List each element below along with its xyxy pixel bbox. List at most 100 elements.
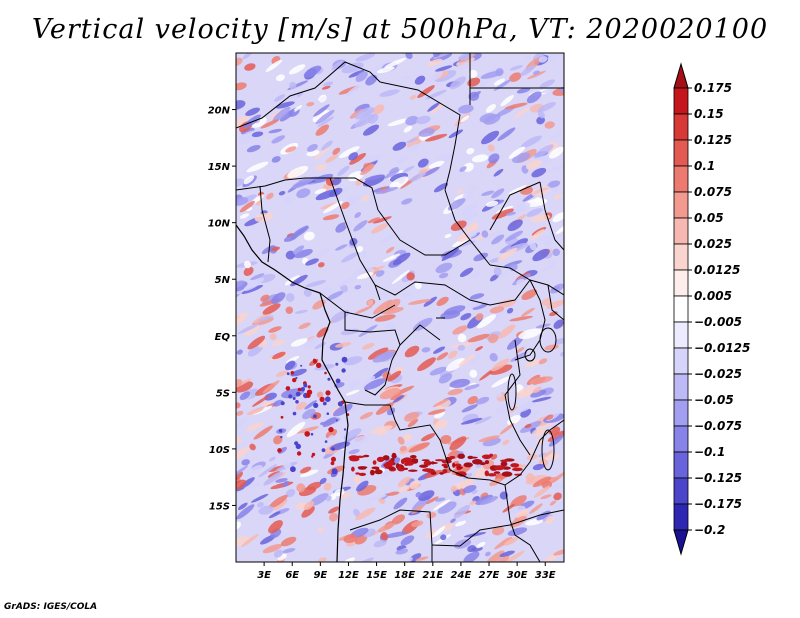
- field-patch: [475, 467, 488, 478]
- field-patch: [243, 175, 255, 185]
- updraft-cell: [500, 459, 509, 463]
- field-patch: [550, 482, 564, 489]
- field-patch: [471, 154, 489, 163]
- field-patch: [434, 65, 453, 72]
- field-patch: [533, 485, 551, 498]
- field-patch: [460, 203, 478, 216]
- field-patch: [417, 85, 435, 99]
- field-patch: [269, 494, 288, 509]
- field-patch: [497, 127, 516, 141]
- field-patch: [467, 333, 490, 343]
- field-patch: [434, 410, 445, 419]
- colorbar-segment: [673, 425, 689, 453]
- field-patch: [285, 250, 296, 260]
- field-patch: [504, 537, 519, 546]
- field-patch: [307, 481, 322, 491]
- field-patch: [356, 480, 369, 492]
- colorbar-segment: [673, 347, 689, 375]
- field-patch: [481, 190, 495, 196]
- field-patch: [531, 185, 551, 197]
- updraft-cell: [428, 461, 438, 465]
- field-patch: [469, 369, 478, 378]
- field-patch: [322, 214, 340, 221]
- field-patch: [460, 313, 472, 321]
- field-patch: [282, 196, 292, 204]
- field-patch: [244, 63, 256, 71]
- field-patch: [452, 325, 468, 335]
- field-patch: [373, 539, 387, 548]
- field-patch: [505, 211, 517, 216]
- lon-tick-label: 33E: [535, 570, 556, 581]
- field-patch: [410, 171, 427, 182]
- field-patch: [298, 322, 311, 330]
- field-patch: [545, 515, 555, 524]
- field-patch: [509, 65, 523, 71]
- field-patch: [468, 353, 481, 364]
- field-patch: [354, 114, 375, 128]
- field-patch: [508, 146, 526, 159]
- field-patch: [236, 82, 247, 91]
- field-patch: [460, 115, 470, 123]
- field-patch: [462, 484, 477, 494]
- field-patch: [253, 425, 273, 440]
- updraft-cell: [512, 467, 523, 472]
- field-patch: [257, 315, 274, 322]
- field-patch: [400, 75, 412, 80]
- field-patch: [408, 442, 430, 453]
- field-patch: [500, 95, 514, 107]
- field-patch: [516, 278, 525, 285]
- field-patch: [550, 283, 564, 294]
- field-patch: [485, 104, 496, 113]
- field-patch: [319, 421, 327, 425]
- field-patch: [390, 394, 403, 401]
- field-patch: [353, 475, 361, 484]
- field-patch: [239, 200, 255, 213]
- field-patch: [547, 53, 562, 62]
- field-patch: [471, 271, 481, 279]
- field-patch: [285, 293, 295, 302]
- updraft-cell: [443, 465, 448, 469]
- gravity-wave-cell: [343, 428, 347, 431]
- field-patch: [239, 213, 250, 219]
- field-patch: [487, 144, 495, 152]
- gravity-wave-cell: [288, 394, 293, 399]
- gravity-wave-cell: [325, 396, 331, 403]
- field-patch: [268, 520, 283, 534]
- field-patch: [372, 351, 395, 363]
- field-patch: [462, 210, 479, 222]
- field-patch: [296, 483, 306, 493]
- colorbar-label: 0.15: [694, 107, 724, 121]
- field-patch: [489, 353, 498, 362]
- field-patch: [464, 384, 480, 391]
- field-patch: [359, 411, 374, 420]
- field-patch: [403, 125, 413, 133]
- field-patch: [342, 557, 356, 562]
- field-patch: [236, 100, 246, 110]
- field-patch: [462, 191, 474, 201]
- field-patch: [520, 65, 535, 76]
- field-patch: [236, 410, 244, 416]
- field-patch: [520, 135, 542, 148]
- field-patch: [246, 422, 264, 432]
- field-patch: [426, 58, 443, 67]
- field-patch: [489, 306, 505, 314]
- updraft-cell: [382, 455, 390, 461]
- field-patch: [274, 94, 286, 102]
- gravity-wave-cell: [290, 371, 295, 375]
- lon-tick-label: 3E: [257, 570, 271, 581]
- field-patch: [540, 494, 552, 500]
- field-patch: [432, 534, 452, 546]
- field-patch: [371, 222, 389, 234]
- gravity-wave-cell: [285, 386, 291, 391]
- field-patch: [463, 162, 474, 172]
- field-patch: [262, 380, 280, 394]
- field-patch: [304, 400, 317, 410]
- field-patch: [532, 386, 542, 394]
- field-patch: [347, 171, 364, 182]
- field-patch: [343, 534, 358, 543]
- colorbar: 0.175 0.15 0.125 0.1 0.075 0.05 0.025 0.0125 0.0…: [673, 62, 750, 556]
- field-patch: [417, 158, 429, 168]
- field-patch: [282, 548, 296, 554]
- field-patch: [303, 65, 322, 78]
- field-patch: [536, 116, 546, 125]
